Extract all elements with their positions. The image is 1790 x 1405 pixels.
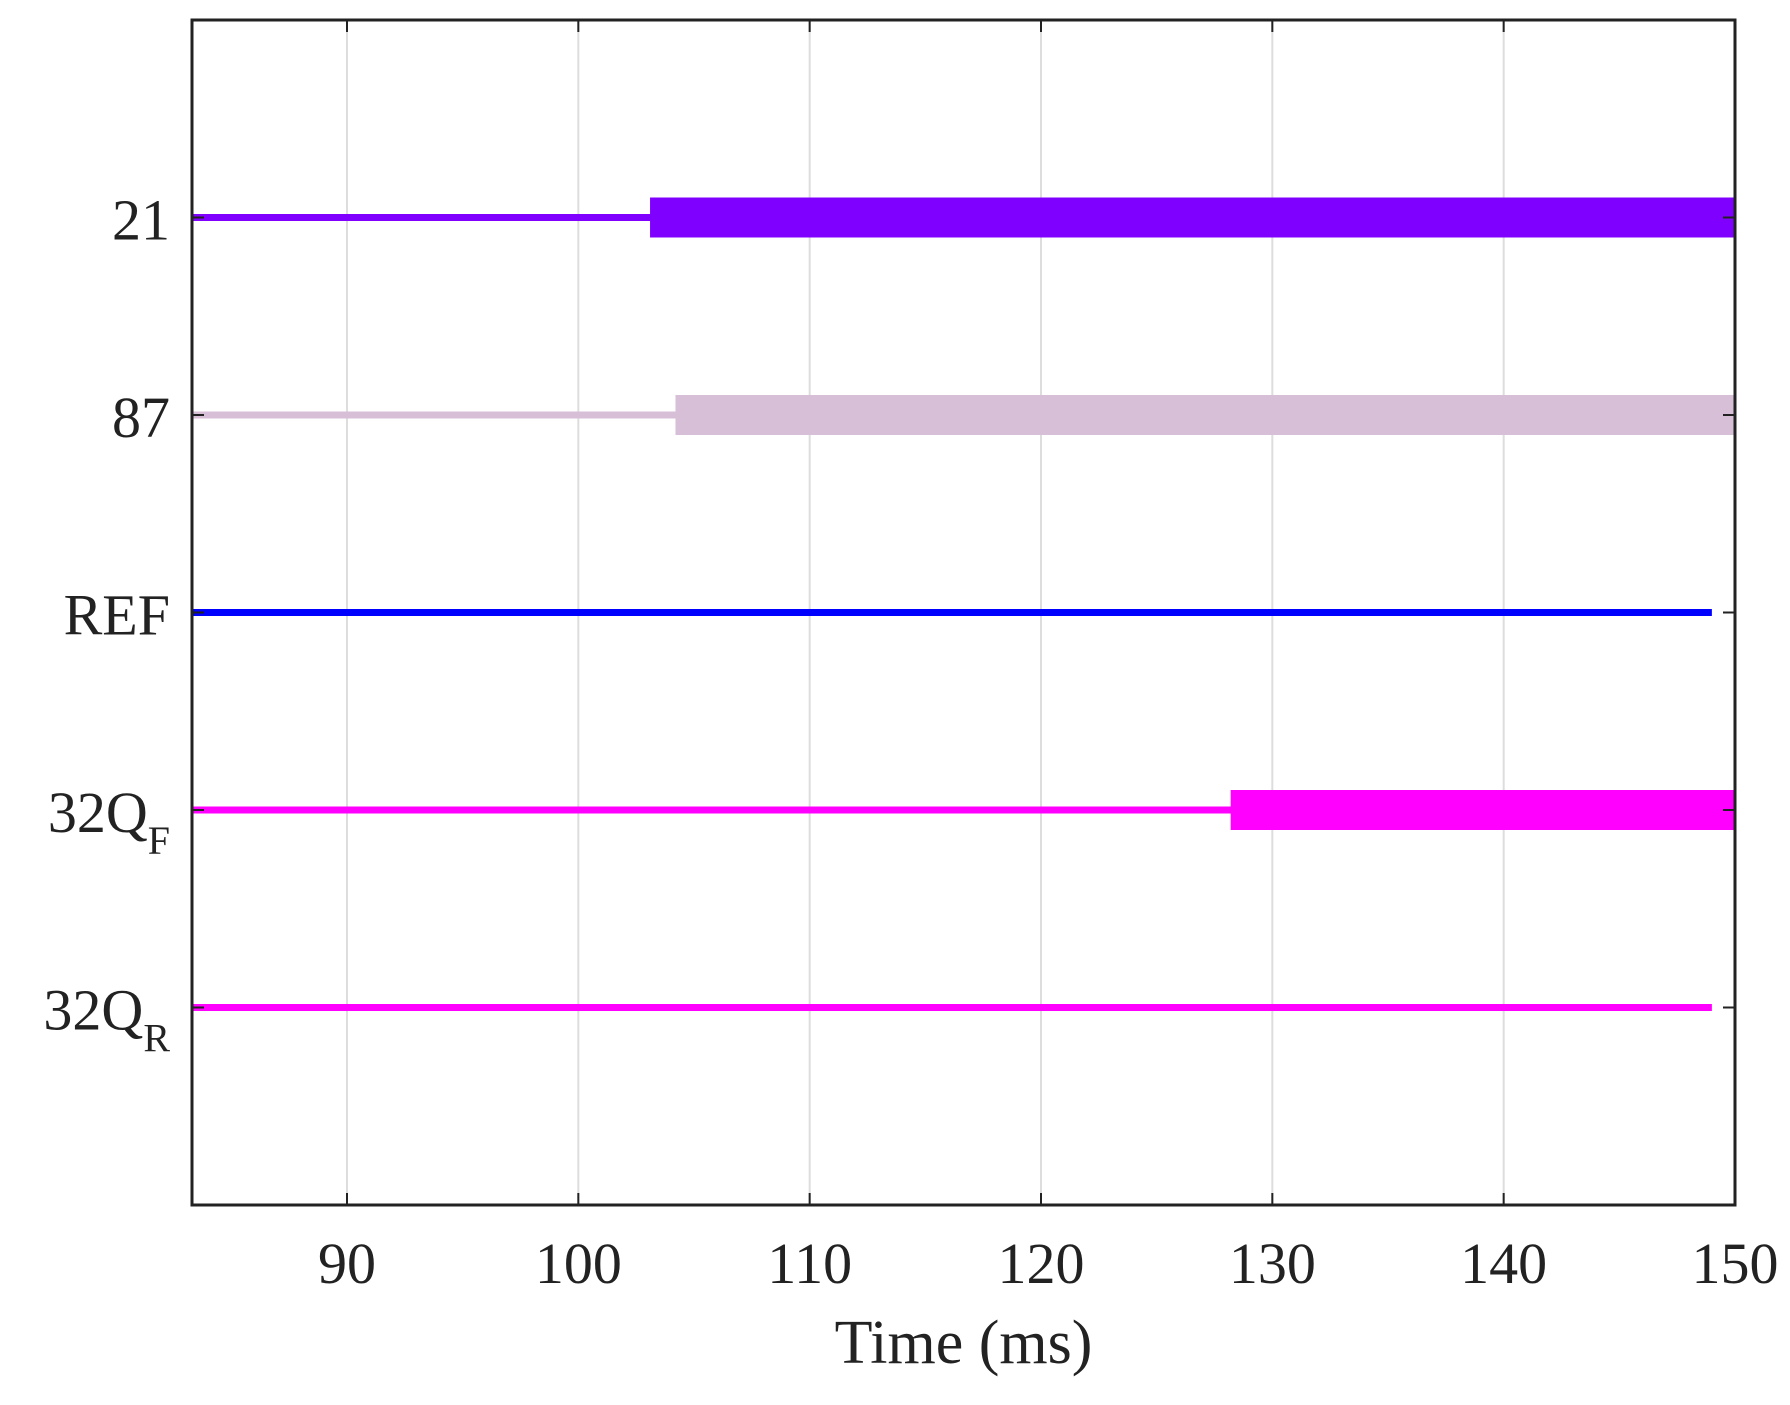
series-bars — [192, 197, 1735, 1011]
x-tick-label-110: 110 — [767, 1231, 852, 1296]
y-tick-label-32qr: 32QR — [43, 978, 170, 1061]
y-tick-label-ref: REF — [64, 583, 170, 648]
y-tick-label-87: 87 — [112, 385, 170, 450]
series-active-bar-21 — [650, 197, 1735, 238]
series-active-bar-32qf — [1230, 790, 1735, 830]
axis-ticks — [192, 20, 1736, 1205]
x-tick-label-140: 140 — [1460, 1231, 1547, 1296]
x-tick-label-130: 130 — [1229, 1231, 1316, 1296]
x-tick-labels: 90 100 110 120 130 140 150 — [318, 1231, 1779, 1296]
y-tick-label-32qf: 32QF — [48, 780, 170, 863]
x-tick-label-90: 90 — [318, 1231, 376, 1296]
y-tick-labels: 21 87 REF 32QF 32QR — [43, 188, 170, 1061]
series-active-bar-87 — [675, 395, 1735, 435]
x-tick-label-100: 100 — [535, 1231, 622, 1296]
x-tick-label-150: 150 — [1692, 1231, 1779, 1296]
x-tick-label-120: 120 — [997, 1231, 1084, 1296]
x-axis-title: Time (ms) — [835, 1309, 1093, 1377]
y-tick-label-21: 21 — [112, 188, 170, 253]
